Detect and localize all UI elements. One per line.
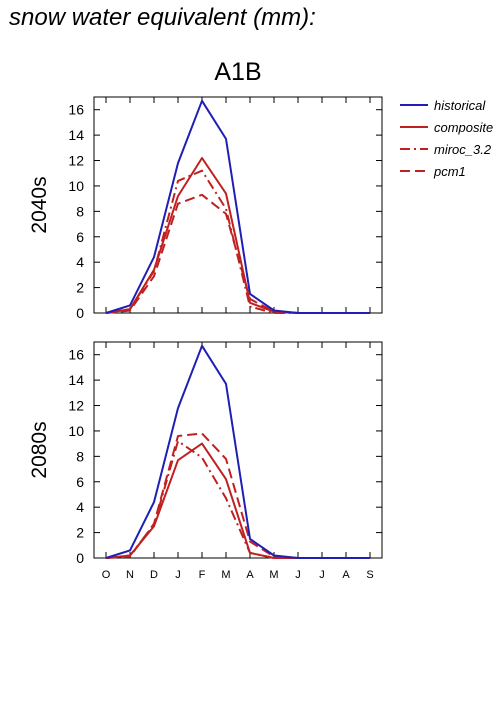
panels-layer: 0 2 4 6 8 10 12 14 16 2040s 0 2 4 6 8 10 12 14 16 O N D J F M A M J… — [28, 96, 383, 581]
series-line-historical — [105, 344, 370, 559]
y-tick-label: 6 — [76, 474, 84, 490]
y-tick-label: 12 — [68, 153, 84, 169]
legend: historical composite miroc_3.2 pcm1 — [400, 98, 493, 179]
y-tick-label: 12 — [68, 398, 84, 414]
x-tick-label: O — [102, 569, 111, 581]
x-tick-label: A — [246, 569, 254, 581]
y-tick-label: 10 — [68, 423, 84, 439]
panel-2040s: 0 2 4 6 8 10 12 14 16 2040s — [28, 96, 383, 321]
plot-frame — [93, 341, 383, 559]
y-tick-label: 4 — [76, 254, 84, 270]
y-tick-label: 10 — [68, 178, 84, 194]
legend-label: composite — [434, 120, 493, 135]
x-tick-label: M — [269, 569, 278, 581]
legend-item-miroc-3-2: miroc_3.2 — [400, 142, 492, 157]
y-tick-label: 14 — [68, 127, 84, 143]
series-line-historical — [105, 99, 370, 314]
x-tick-label: J — [295, 569, 301, 581]
y-tick-label: 16 — [68, 102, 84, 118]
panel-2080s: 0 2 4 6 8 10 12 14 16 O N D J F M A M J J A S 2080s — [28, 341, 383, 581]
y-tick-label: 14 — [68, 372, 84, 388]
scenario-label: A1B — [214, 58, 261, 86]
y-tick-label: 8 — [76, 448, 84, 464]
legend-item-pcm1: pcm1 — [400, 164, 466, 179]
x-tick-label: J — [319, 569, 325, 581]
legend-label: miroc_3.2 — [434, 142, 492, 157]
x-tick-label: J — [175, 569, 181, 581]
x-tick-label: A — [342, 569, 350, 581]
x-tick-label: S — [366, 569, 373, 581]
legend-item-composite: composite — [400, 120, 493, 135]
x-tick-label: D — [150, 569, 158, 581]
panel-label: 2080s — [28, 421, 51, 478]
y-tick-label: 16 — [68, 347, 84, 363]
series-line-miroc-3-2 — [105, 169, 370, 314]
y-tick-label: 0 — [76, 305, 84, 321]
panel-label: 2040s — [28, 176, 51, 233]
chart-title: snow water equivalent (mm): — [9, 4, 316, 31]
y-tick-label: 6 — [76, 229, 84, 245]
y-tick-label: 8 — [76, 203, 84, 219]
plot-frame — [93, 96, 383, 314]
x-tick-label: M — [221, 569, 230, 581]
x-tick-label: F — [199, 569, 206, 581]
legend-item-historical: historical — [400, 98, 486, 113]
x-tick-label: N — [126, 569, 134, 581]
y-tick-label: 2 — [76, 280, 84, 296]
legend-label: pcm1 — [433, 164, 466, 179]
y-tick-label: 0 — [76, 550, 84, 566]
series-line-pcm1 — [105, 432, 370, 559]
y-tick-label: 4 — [76, 499, 84, 515]
legend-label: historical — [434, 98, 486, 113]
y-tick-label: 2 — [76, 525, 84, 541]
